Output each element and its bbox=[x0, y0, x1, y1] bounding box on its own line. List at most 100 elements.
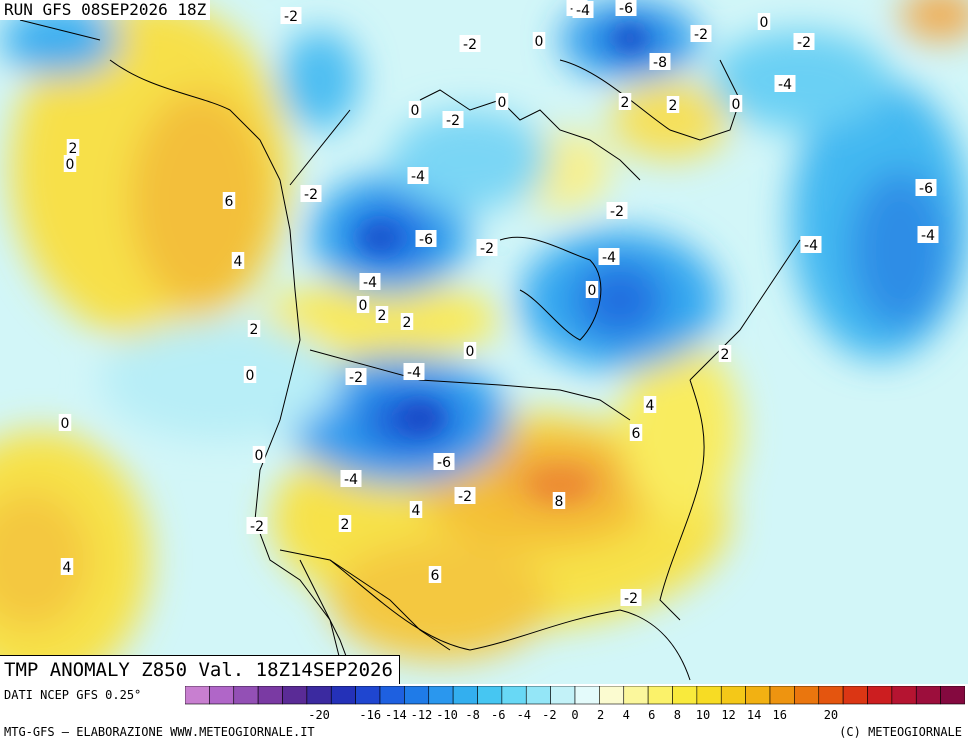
contour-label-text: 4 bbox=[63, 560, 72, 576]
contour-label-text: 2 bbox=[403, 315, 412, 331]
contour-label-bg bbox=[415, 230, 437, 247]
contour-label-text: -2 bbox=[250, 519, 264, 535]
contour-label-bg bbox=[774, 75, 796, 92]
contour-label: 2 bbox=[338, 515, 352, 533]
contour-label-text: 0 bbox=[411, 103, 420, 119]
contour-label-bg bbox=[433, 453, 455, 470]
contour-label-bg bbox=[620, 589, 642, 606]
contour-label: 0 bbox=[729, 95, 743, 113]
contour-label: -4 bbox=[917, 226, 939, 244]
contour-label-text: 2 bbox=[69, 141, 78, 157]
colorbar-tick-label: -4 bbox=[517, 708, 531, 722]
contour-label: 0 bbox=[243, 366, 257, 384]
contour-label-text: -2 bbox=[446, 113, 460, 129]
contour-label-bg bbox=[359, 273, 381, 290]
colorbar-swatch bbox=[720, 686, 746, 705]
colorbar-swatch bbox=[769, 686, 795, 705]
credit-left: MTG-GFS — ELABORAZIONE WWW.METEOGIORNALE… bbox=[4, 725, 315, 739]
contour-label-bg bbox=[718, 345, 732, 362]
contour-label-text: -4 bbox=[344, 472, 358, 488]
contour-label-text: -2 bbox=[480, 241, 494, 257]
contour-label-text: 8 bbox=[555, 494, 564, 510]
contour-label-bg bbox=[66, 139, 80, 156]
contour-label-text: 0 bbox=[498, 95, 507, 111]
contour-label-text: 4 bbox=[234, 254, 243, 270]
colorbar-tick-label: -8 bbox=[465, 708, 479, 722]
contour-label: 8 bbox=[552, 492, 566, 510]
contour-label-text: 0 bbox=[61, 416, 70, 432]
contour-label-text: 6 bbox=[431, 568, 440, 584]
contour-label-bg bbox=[618, 93, 632, 110]
contour-label-bg bbox=[247, 320, 261, 337]
contour-label-bg bbox=[63, 155, 77, 172]
colorbar-tick-label: 8 bbox=[674, 708, 681, 722]
colorbar-swatch bbox=[745, 686, 771, 705]
colorbar-tick-label: -20 bbox=[308, 708, 330, 722]
contour-label: 0 bbox=[63, 155, 77, 173]
contour-label: 2 bbox=[618, 93, 632, 111]
contour-label-bg bbox=[222, 192, 236, 209]
colorbar-swatch bbox=[696, 686, 722, 705]
contour-label-text: -4 bbox=[921, 228, 935, 244]
contour-label-text: -8 bbox=[653, 55, 667, 71]
contour-label-text: 2 bbox=[669, 98, 678, 114]
contour-label-text: 2 bbox=[721, 347, 730, 363]
coastlines bbox=[19, 19, 801, 681]
colorbar-tick-label: -10 bbox=[436, 708, 458, 722]
contour-label-bg bbox=[408, 101, 422, 118]
contour-label-text: -2 bbox=[349, 370, 363, 386]
contour-label-text: -2 bbox=[624, 591, 638, 607]
contour-label: 2 bbox=[375, 306, 389, 324]
colorbar-tick-label: -6 bbox=[491, 708, 505, 722]
borders bbox=[279, 109, 631, 651]
contour-label-bg bbox=[463, 342, 477, 359]
contour-label: -6 bbox=[915, 179, 937, 197]
contour-label: 2 bbox=[247, 320, 261, 338]
colorbar-swatch bbox=[477, 686, 503, 705]
colorbar-swatch bbox=[209, 686, 235, 705]
colorbar-swatch bbox=[257, 686, 283, 705]
contour-label: 0 bbox=[252, 446, 266, 464]
contour-label: 0 bbox=[495, 93, 509, 111]
credit-right: (C) METEOGIORNALE bbox=[839, 725, 962, 739]
contour-label-text: -2 bbox=[304, 187, 318, 203]
contour-label-bg bbox=[252, 446, 266, 463]
contour-label-bg bbox=[729, 95, 743, 112]
contour-label: -2 bbox=[442, 111, 464, 129]
contour-label-text: 0 bbox=[588, 283, 597, 299]
contour-label-text: -2 bbox=[694, 27, 708, 43]
colorbar-tick-label: 4 bbox=[623, 708, 630, 722]
contour-label-bg bbox=[643, 396, 657, 413]
anomaly-field-detail bbox=[360, 28, 645, 501]
contour-label-text: 0 bbox=[255, 448, 264, 464]
colorbar-tick-label: 14 bbox=[747, 708, 761, 722]
contour-labels: -2-2-4-60-20-8-2-2-402200-2206-4-2-6-6-2… bbox=[58, 0, 939, 607]
contour-label-text: -2 bbox=[610, 204, 624, 220]
contour-label-text: 2 bbox=[341, 517, 350, 533]
contour-label-bg bbox=[300, 185, 322, 202]
contour-label-text: -4 bbox=[804, 238, 818, 254]
contour-label-text: 2 bbox=[621, 95, 630, 111]
colorbar-swatch bbox=[940, 686, 965, 705]
contour-label-bg bbox=[407, 167, 429, 184]
colorbar-tick-label: 20 bbox=[824, 708, 838, 722]
colorbar-tick-label: 10 bbox=[696, 708, 710, 722]
contour-label-bg bbox=[340, 470, 362, 487]
colorbar-tick-label: 16 bbox=[773, 708, 787, 722]
contour-label-bg bbox=[400, 313, 414, 330]
contour-label-bg bbox=[459, 35, 481, 52]
contour-label-bg bbox=[442, 111, 464, 128]
contour-label: -2 bbox=[454, 487, 476, 505]
contour-label-bg bbox=[757, 13, 771, 30]
contour-label: 2 bbox=[718, 345, 732, 363]
contour-label: -4 bbox=[572, 1, 594, 19]
colorbar-tick-label: 2 bbox=[597, 708, 604, 722]
contour-label-bg bbox=[690, 25, 712, 42]
contour-label-bg bbox=[532, 32, 546, 49]
contour-label-text: -6 bbox=[919, 181, 933, 197]
contour-label: -2 bbox=[300, 185, 322, 203]
colorbar-tick-label: 6 bbox=[648, 708, 655, 722]
colorbar-swatch bbox=[867, 686, 893, 705]
colorbar-tick-label: -14 bbox=[385, 708, 407, 722]
contour-label: 0 bbox=[58, 414, 72, 432]
